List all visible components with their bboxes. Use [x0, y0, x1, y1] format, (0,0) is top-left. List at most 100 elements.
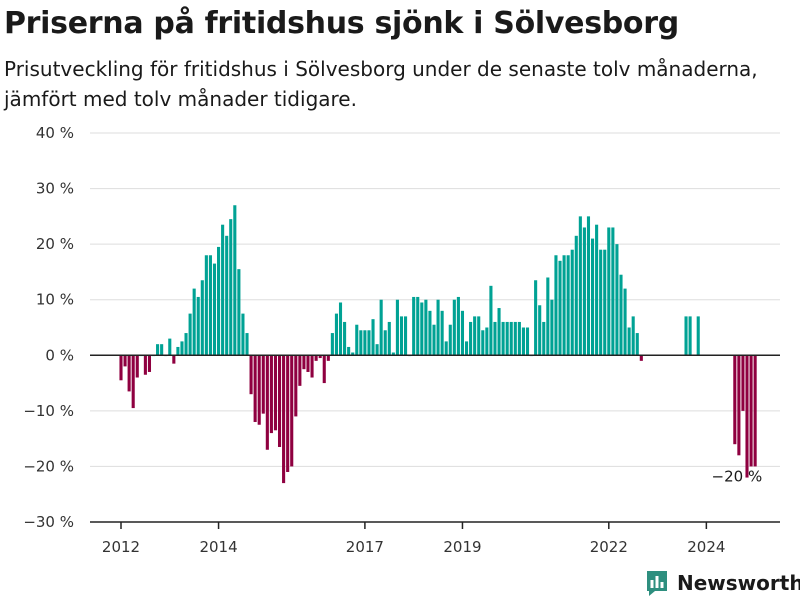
bar: [318, 355, 322, 359]
bar: [497, 308, 501, 356]
bar: [249, 355, 253, 395]
y-tick-label: 10 %: [36, 291, 74, 309]
bar: [204, 255, 208, 356]
bar: [404, 316, 408, 356]
bar: [334, 313, 338, 356]
bar: [635, 333, 639, 356]
x-tick-label: 2017: [346, 538, 384, 556]
bar: [538, 305, 542, 356]
bar: [363, 330, 367, 356]
bar: [737, 355, 741, 456]
bar: [412, 296, 416, 356]
bar: [241, 313, 245, 356]
bar: [525, 327, 530, 356]
bar: [603, 249, 607, 356]
bar: [261, 355, 265, 414]
bar: [456, 296, 460, 356]
bar: [290, 355, 294, 467]
x-tick-label: 2014: [199, 538, 237, 556]
chart-subtitle: Prisutveckling för fritidshus i Sölvesbo…: [4, 57, 758, 111]
bar: [599, 249, 603, 356]
bar: [168, 338, 172, 356]
bar: [208, 255, 212, 356]
bar: [221, 224, 225, 356]
bar: [217, 246, 221, 356]
bar: [562, 255, 566, 356]
bar: [554, 255, 558, 356]
bar: [383, 330, 387, 356]
bar: [460, 310, 465, 356]
bar: [127, 355, 131, 392]
bar: [196, 296, 200, 356]
bar: [306, 355, 310, 372]
bar: [338, 302, 343, 356]
bar: [485, 327, 489, 356]
bar: [391, 352, 395, 356]
bar: [225, 235, 229, 356]
bar: [375, 344, 379, 356]
bar: [733, 355, 737, 445]
bar: [371, 319, 375, 356]
bar: [322, 355, 326, 384]
bar: [542, 321, 546, 356]
y-tick-label: 40 %: [36, 124, 74, 142]
bar: [590, 238, 595, 356]
x-tick-label: 2012: [102, 538, 140, 556]
bar: [192, 288, 196, 356]
bar: [160, 344, 164, 356]
bar: [440, 310, 444, 356]
bar: [395, 299, 399, 356]
bar: [420, 302, 424, 356]
bar: [586, 216, 591, 356]
bar: [741, 355, 745, 411]
bar: [298, 355, 302, 386]
bar: [351, 352, 355, 356]
bar: [595, 224, 599, 356]
bar: [582, 227, 586, 356]
bar: [330, 333, 334, 356]
bar: [627, 327, 631, 356]
bar: [416, 296, 420, 356]
bar: [135, 355, 139, 378]
bar: [509, 321, 513, 356]
bar: [481, 330, 485, 356]
bar: [611, 227, 615, 356]
y-tick-label: −20 %: [23, 457, 74, 475]
bar: [607, 227, 611, 356]
bar: [574, 235, 578, 356]
bar: [424, 299, 428, 356]
bar: [464, 341, 469, 356]
x-tick-label: 2019: [443, 538, 481, 556]
y-tick-label: −10 %: [23, 402, 74, 420]
bar: [534, 280, 538, 356]
bar: [265, 355, 269, 450]
labels: 40 % 30 % 20 % 10 % 0 % −10 % −20 % −30 % 2012 20…: [23, 124, 762, 556]
bar: [477, 316, 481, 356]
bar: [473, 316, 477, 356]
bar: [273, 355, 278, 431]
bar: [233, 205, 237, 356]
bar: [639, 355, 643, 361]
bar: [143, 355, 147, 375]
bar: [387, 321, 391, 356]
bar: [379, 299, 383, 356]
bar: [188, 313, 192, 356]
bar: [517, 321, 521, 356]
bar: [546, 277, 550, 356]
bar: [619, 274, 623, 356]
bar: [200, 280, 204, 356]
bar-chart-logo-icon: [647, 571, 667, 596]
bar: [180, 341, 184, 356]
bar: [493, 321, 497, 356]
bar: [501, 321, 505, 356]
bar: [505, 321, 509, 356]
y-tick-label: −30 %: [23, 513, 74, 531]
bar: [367, 330, 371, 356]
bars: [119, 205, 757, 484]
bar: [310, 355, 314, 378]
bar: [550, 299, 554, 356]
bar: [156, 344, 160, 356]
brand-logo: Newsworthy: [645, 568, 800, 598]
bar: [448, 324, 452, 356]
